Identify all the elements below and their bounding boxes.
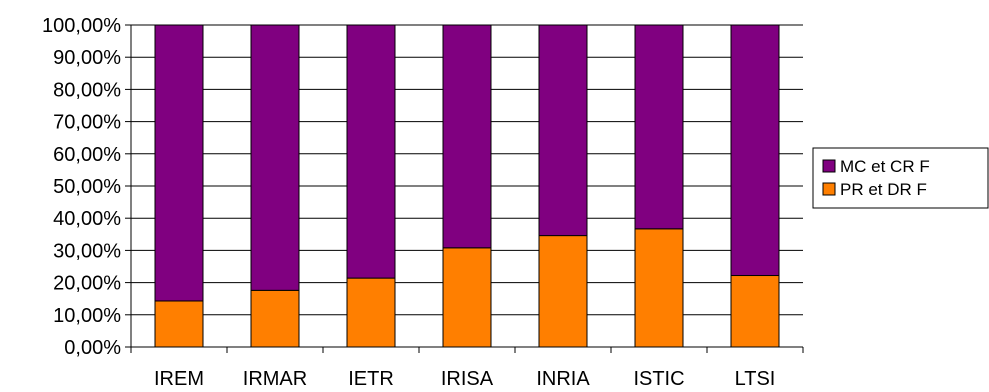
legend-swatch [822,182,836,196]
bar-irmar-pr-dr [250,289,300,348]
x-tick-label: LTSI [735,368,776,390]
bar-ltsi-mc-cr [730,24,780,277]
bar-irem-mc-cr [154,24,204,302]
y-tick-label: 10,00% [53,305,121,327]
y-tick-label: 90,00% [53,47,121,69]
bar-ietr-pr-dr [346,277,396,348]
bar-istic-mc-cr [634,24,684,230]
legend-box [812,147,989,209]
y-tick-label: 0,00% [64,337,121,359]
bar-ltsi-pr-dr [730,275,780,348]
legend-label: PR et DR F [840,180,927,199]
legend-swatch [822,159,836,173]
x-tick-label: IREM [154,368,204,390]
y-tick-label: 50,00% [53,176,121,198]
bar-irisa-mc-cr [442,24,492,249]
axis-layer [125,24,804,353]
legend: MC et CR F PR et DR F [812,147,989,209]
y-tick-label: 80,00% [53,79,121,101]
x-tick-label: IETR [348,368,394,390]
bar-ietr-mc-cr [346,24,396,279]
x-tick-label: INRIA [536,368,590,390]
bar-inria-pr-dr [538,235,588,348]
bars-layer [154,24,780,348]
y-tick-label: 60,00% [53,144,121,166]
y-tick-label: 30,00% [53,240,121,262]
bar-inria-mc-cr [538,24,588,237]
y-tick-label: 70,00% [53,112,121,134]
labels-layer: 0,00% 10,00% 20,00% 30,00% 40,00% 50,00% 60,00… [42,15,775,390]
y-tick-label: 20,00% [53,273,121,295]
bar-istic-pr-dr [634,228,684,348]
x-tick-label: IRMAR [243,368,307,390]
bar-irem-pr-dr [154,300,204,348]
bar-irisa-pr-dr [442,247,492,348]
x-tick-label: IRISA [441,368,494,390]
bar-irmar-mc-cr [250,24,300,291]
y-tick-label: 40,00% [53,208,121,230]
y-tick-label: 100,00% [42,15,121,37]
legend-label: MC et CR F [840,157,930,176]
x-tick-label: ISTIC [633,368,684,390]
